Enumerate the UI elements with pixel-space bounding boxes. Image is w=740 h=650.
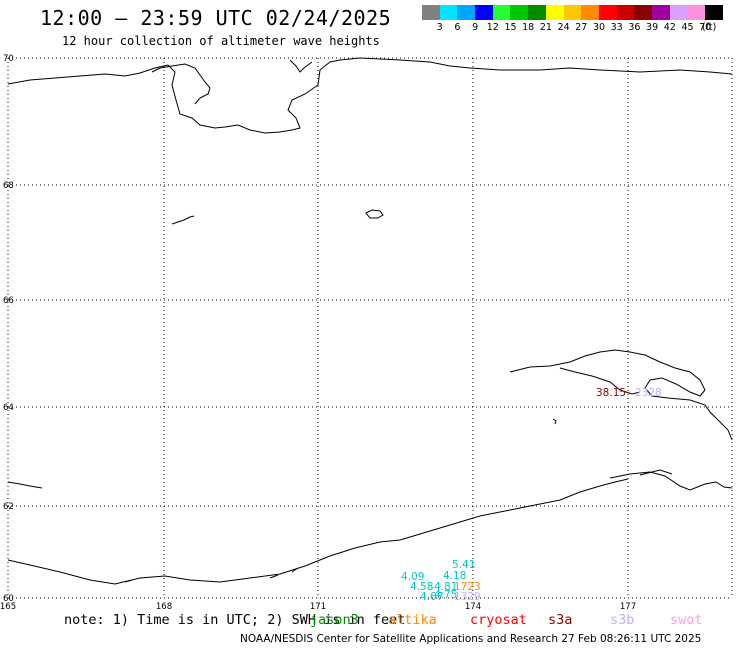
credit-line: NOAA/NESDIS Center for Satellite Applica… [240,633,702,645]
swh-observation-label: 38.15 [596,387,626,399]
st-lawrence-island [365,209,384,219]
legend-swatch [492,5,511,20]
lon-label: 165 [0,602,16,612]
latitude-labels: 70 68 66 64 62 60 [3,54,14,604]
swh-observation-label: 5.41 [452,559,475,571]
legend-tick-label: 30 [592,22,606,33]
seward-peninsula-coast [509,349,733,441]
longitude-labels: 165 168 171 174 177 [0,602,636,612]
page-subtitle: 12 hour collection of altimeter wave hei… [62,34,380,48]
swh-observation-label: 1329 [454,591,481,603]
lon-label: 171 [310,602,326,612]
legend-tick-label: 45 [681,22,694,33]
legend-swatch [422,5,440,20]
legend-swatch [563,5,582,20]
yukon-delta-east [639,469,673,476]
legend-tick-labels: 3 6 9 12 15 18 21 24 27 30 33 36 39 42 45 70 (ft) [422,20,723,34]
legend-swatch [616,5,635,20]
legend-swatch [669,5,688,20]
peninsula-loop [151,63,211,105]
norton-sound-spot [552,418,557,425]
legend-tick-label: 15 [504,22,517,33]
legend-swatch [705,5,723,20]
legend-swatches [422,5,723,20]
swh-observation-label: 2328 [635,387,662,399]
coastline [7,57,733,585]
lon-label: 177 [620,602,636,612]
lat-label: 62 [3,502,14,512]
lat-label: 66 [3,296,14,306]
swh-observation-label: 4.67 [420,591,443,603]
legend-swatch [581,5,599,20]
lat-label: 68 [3,181,14,191]
legend-swatch [475,5,493,20]
north-coast [7,57,733,134]
legend-tick-label: 70 [699,22,712,33]
fragment-s3 [124,579,133,583]
north-inlet [289,59,313,73]
lon-label: 168 [156,602,172,612]
legend-tick-label: 12 [486,22,499,33]
observation-labels: 38.15 2328 5.414.18 4.094.58 4.814.674.75172… [401,387,662,603]
legend-swatch [457,5,476,20]
map-grid [7,57,733,599]
legend-swatch [528,5,546,20]
swh-observation-label: 1723 [454,581,481,593]
fragment-s2 [291,567,299,573]
legend-swatch [687,5,705,20]
legend-tick-label: 24 [557,22,570,33]
legend-tick-label: 3 [436,22,443,33]
lat-label: 60 [3,594,14,604]
legend-tick-label: 18 [522,22,535,33]
lat-label: 70 [3,54,14,64]
legend-tick-label: 42 [663,22,676,33]
satellite-label-jason3: jason3 [310,612,359,628]
satellite-label-altika: altika [388,612,437,628]
legend-tick-label: 27 [575,22,588,33]
swh-observation-label: 4.18 [443,570,466,582]
satellite-label-s3b: s3b [610,612,635,628]
lon-label: 174 [465,602,481,612]
seward-peninsula-south [559,367,641,395]
legend-tick-label: 9 [472,22,479,33]
lat-label: 64 [3,403,14,413]
swh-observation-label: 4.58 [410,581,433,593]
legend-tick-label: 39 [646,22,659,33]
legend-swatch [510,5,529,20]
swh-observation-label: 4.81 [434,581,457,593]
footer-note: note: 1) Time is in UTC; 2) SWH is in fe… [64,612,406,628]
legend-swatch [598,5,617,20]
page-title: 12:00 – 23:59 UTC 02/24/2025 [40,6,392,30]
legend-tick-label: 36 [628,22,641,33]
satellite-label-cryosat: cryosat [470,612,527,628]
yukon-delta [609,471,733,491]
satellite-label-s3a: s3a [548,612,573,628]
legend-swatch [439,5,458,20]
fragment-s1 [269,574,279,579]
legend-swatch [634,5,652,20]
west-fragment [7,481,43,489]
small-island-west [171,215,195,225]
legend-swatch [651,5,670,20]
legend-swatch [545,5,564,20]
legend-tick-label: 21 [539,22,552,33]
swh-observation-label: 4.09 [401,571,424,583]
color-scale-legend: 3 6 9 12 15 18 21 24 27 30 33 36 39 42 45 70 (ft) [422,5,723,34]
legend-tick-label: (ft) [702,22,717,33]
legend-tick-label: 6 [454,22,461,33]
legend-tick-label: 33 [610,22,623,33]
satellite-label-swot: swot [670,612,703,628]
swh-observation-label: 4.75 [434,589,457,601]
